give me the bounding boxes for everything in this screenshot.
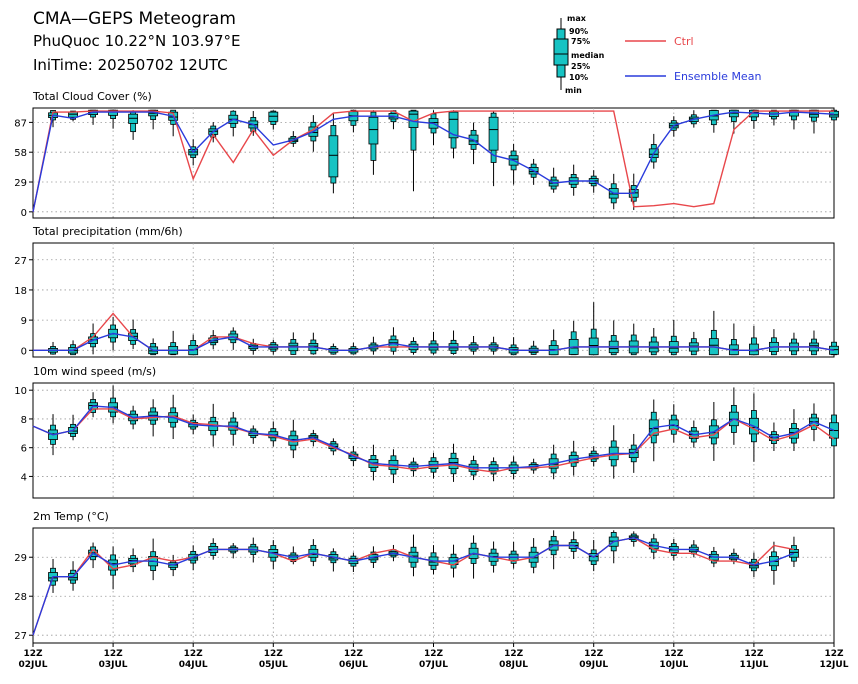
x-tick-label-hour: 12Z: [424, 649, 444, 659]
x-tick-label-date: 02JUL: [19, 660, 48, 670]
legend-p25: 25%: [571, 62, 590, 71]
panels: Total Cloud Cover (%) 0 29 58 87 Total precip…: [14, 90, 839, 644]
y-tick-label: 29: [14, 553, 27, 564]
x-tick-label-date: 09JUL: [579, 660, 608, 670]
y-tick-label: 28: [14, 592, 27, 603]
x-tick-label-date: 03JUL: [99, 660, 128, 670]
y-tick-label: 4: [21, 472, 27, 483]
x-tick-label-date: 10JUL: [659, 660, 688, 670]
panel-2: Total precipitation (mm/6h) 0 9 18 27: [14, 225, 839, 358]
y-tick-label: 29: [14, 178, 27, 189]
x-tick-label-hour: 12Z: [584, 649, 604, 659]
box-inner: [448, 111, 459, 139]
box-inner: [789, 549, 799, 558]
legend-p10: 10%: [569, 73, 588, 82]
x-tick-label-date: 05JUL: [259, 660, 288, 670]
legend-ctrl-label: Ctrl: [674, 35, 694, 48]
panel-3: 10m wind speed (m/s) 4 6 8 10: [14, 365, 839, 499]
legend-p90: 90%: [569, 27, 588, 36]
x-tick-label-hour: 12Z: [504, 649, 524, 659]
legend-max: max: [567, 14, 587, 23]
x-tick-label-date: 11JUL: [739, 660, 768, 670]
init-time-label: IniTime: 20250702 12UTC: [33, 56, 228, 74]
line-legend: Ctrl Ensemble Mean: [625, 35, 761, 83]
y-tick-label: 10: [14, 386, 27, 397]
box-inner: [368, 116, 379, 145]
x-tick-label-hour: 12Z: [264, 649, 284, 659]
panel-title: Total precipitation (mm/6h): [32, 225, 183, 238]
legend-mean-label: Ensemble Mean: [674, 70, 761, 83]
ctrl-line: [32, 110, 834, 212]
box-inner: [268, 111, 279, 122]
box-outer: [410, 109, 417, 151]
y-tick-label: 6: [21, 444, 27, 455]
y-tick-label: 27: [14, 256, 27, 267]
panel-title: Total Cloud Cover (%): [32, 90, 152, 103]
box-inner: [488, 116, 499, 151]
x-tick-label-date: 12JUL: [820, 660, 849, 670]
box-inner: [128, 113, 139, 124]
x-tick-label-hour: 12Z: [824, 649, 844, 659]
y-tick-label: 27: [14, 631, 27, 642]
box-legend: max 90% 75% median 25% 10% min: [553, 14, 605, 95]
x-tick-label-date: 08JUL: [499, 660, 528, 670]
legend-median: median: [571, 51, 605, 60]
legend-box-inner: [553, 38, 569, 66]
y-tick-label: 58: [14, 148, 27, 159]
chart-title: CMA—GEPS Meteogram: [33, 9, 236, 29]
ensemble-mean-line: [32, 536, 795, 636]
legend-p75: 75%: [571, 37, 590, 46]
box-inner: [328, 135, 339, 178]
box-inner: [68, 111, 78, 118]
y-tick-label: 9: [21, 316, 27, 327]
x-tick-label-date: 07JUL: [419, 660, 448, 670]
y-tick-label: 0: [21, 208, 27, 219]
ensemble-mean-line: [32, 405, 835, 469]
y-tick-label: 87: [14, 118, 27, 129]
x-tick-label-hour: 12Z: [23, 649, 43, 659]
panel-4: 2m Temp (°C) 27 28 29: [14, 510, 835, 644]
x-tick-label-hour: 12Z: [104, 649, 124, 659]
ensemble-mean-line: [33, 332, 835, 351]
y-tick-label: 0: [21, 346, 27, 357]
ensemble-mean-line: [32, 111, 835, 212]
x-tick-label-date: 06JUL: [339, 660, 368, 670]
x-tick-label-hour: 12Z: [664, 649, 684, 659]
y-tick-label: 8: [21, 415, 27, 426]
x-tick-label-hour: 12Z: [344, 649, 364, 659]
panel-1: Total Cloud Cover (%) 0 29 58 87: [14, 90, 839, 219]
x-tick-label-hour: 12Z: [184, 649, 204, 659]
panel-title: 2m Temp (°C): [33, 510, 109, 523]
x-tick-label-hour: 12Z: [744, 649, 764, 659]
location-label: PhuQuoc 10.22°N 103.97°E: [33, 32, 240, 50]
legend-min: min: [565, 86, 582, 95]
y-tick-label: 18: [14, 286, 27, 297]
time-axis: 12Z02JUL12Z03JUL12Z04JUL12Z05JUL12Z06JUL…: [19, 643, 849, 670]
panel-title: 10m wind speed (m/s): [33, 365, 156, 378]
x-tick-label-date: 04JUL: [179, 660, 208, 670]
